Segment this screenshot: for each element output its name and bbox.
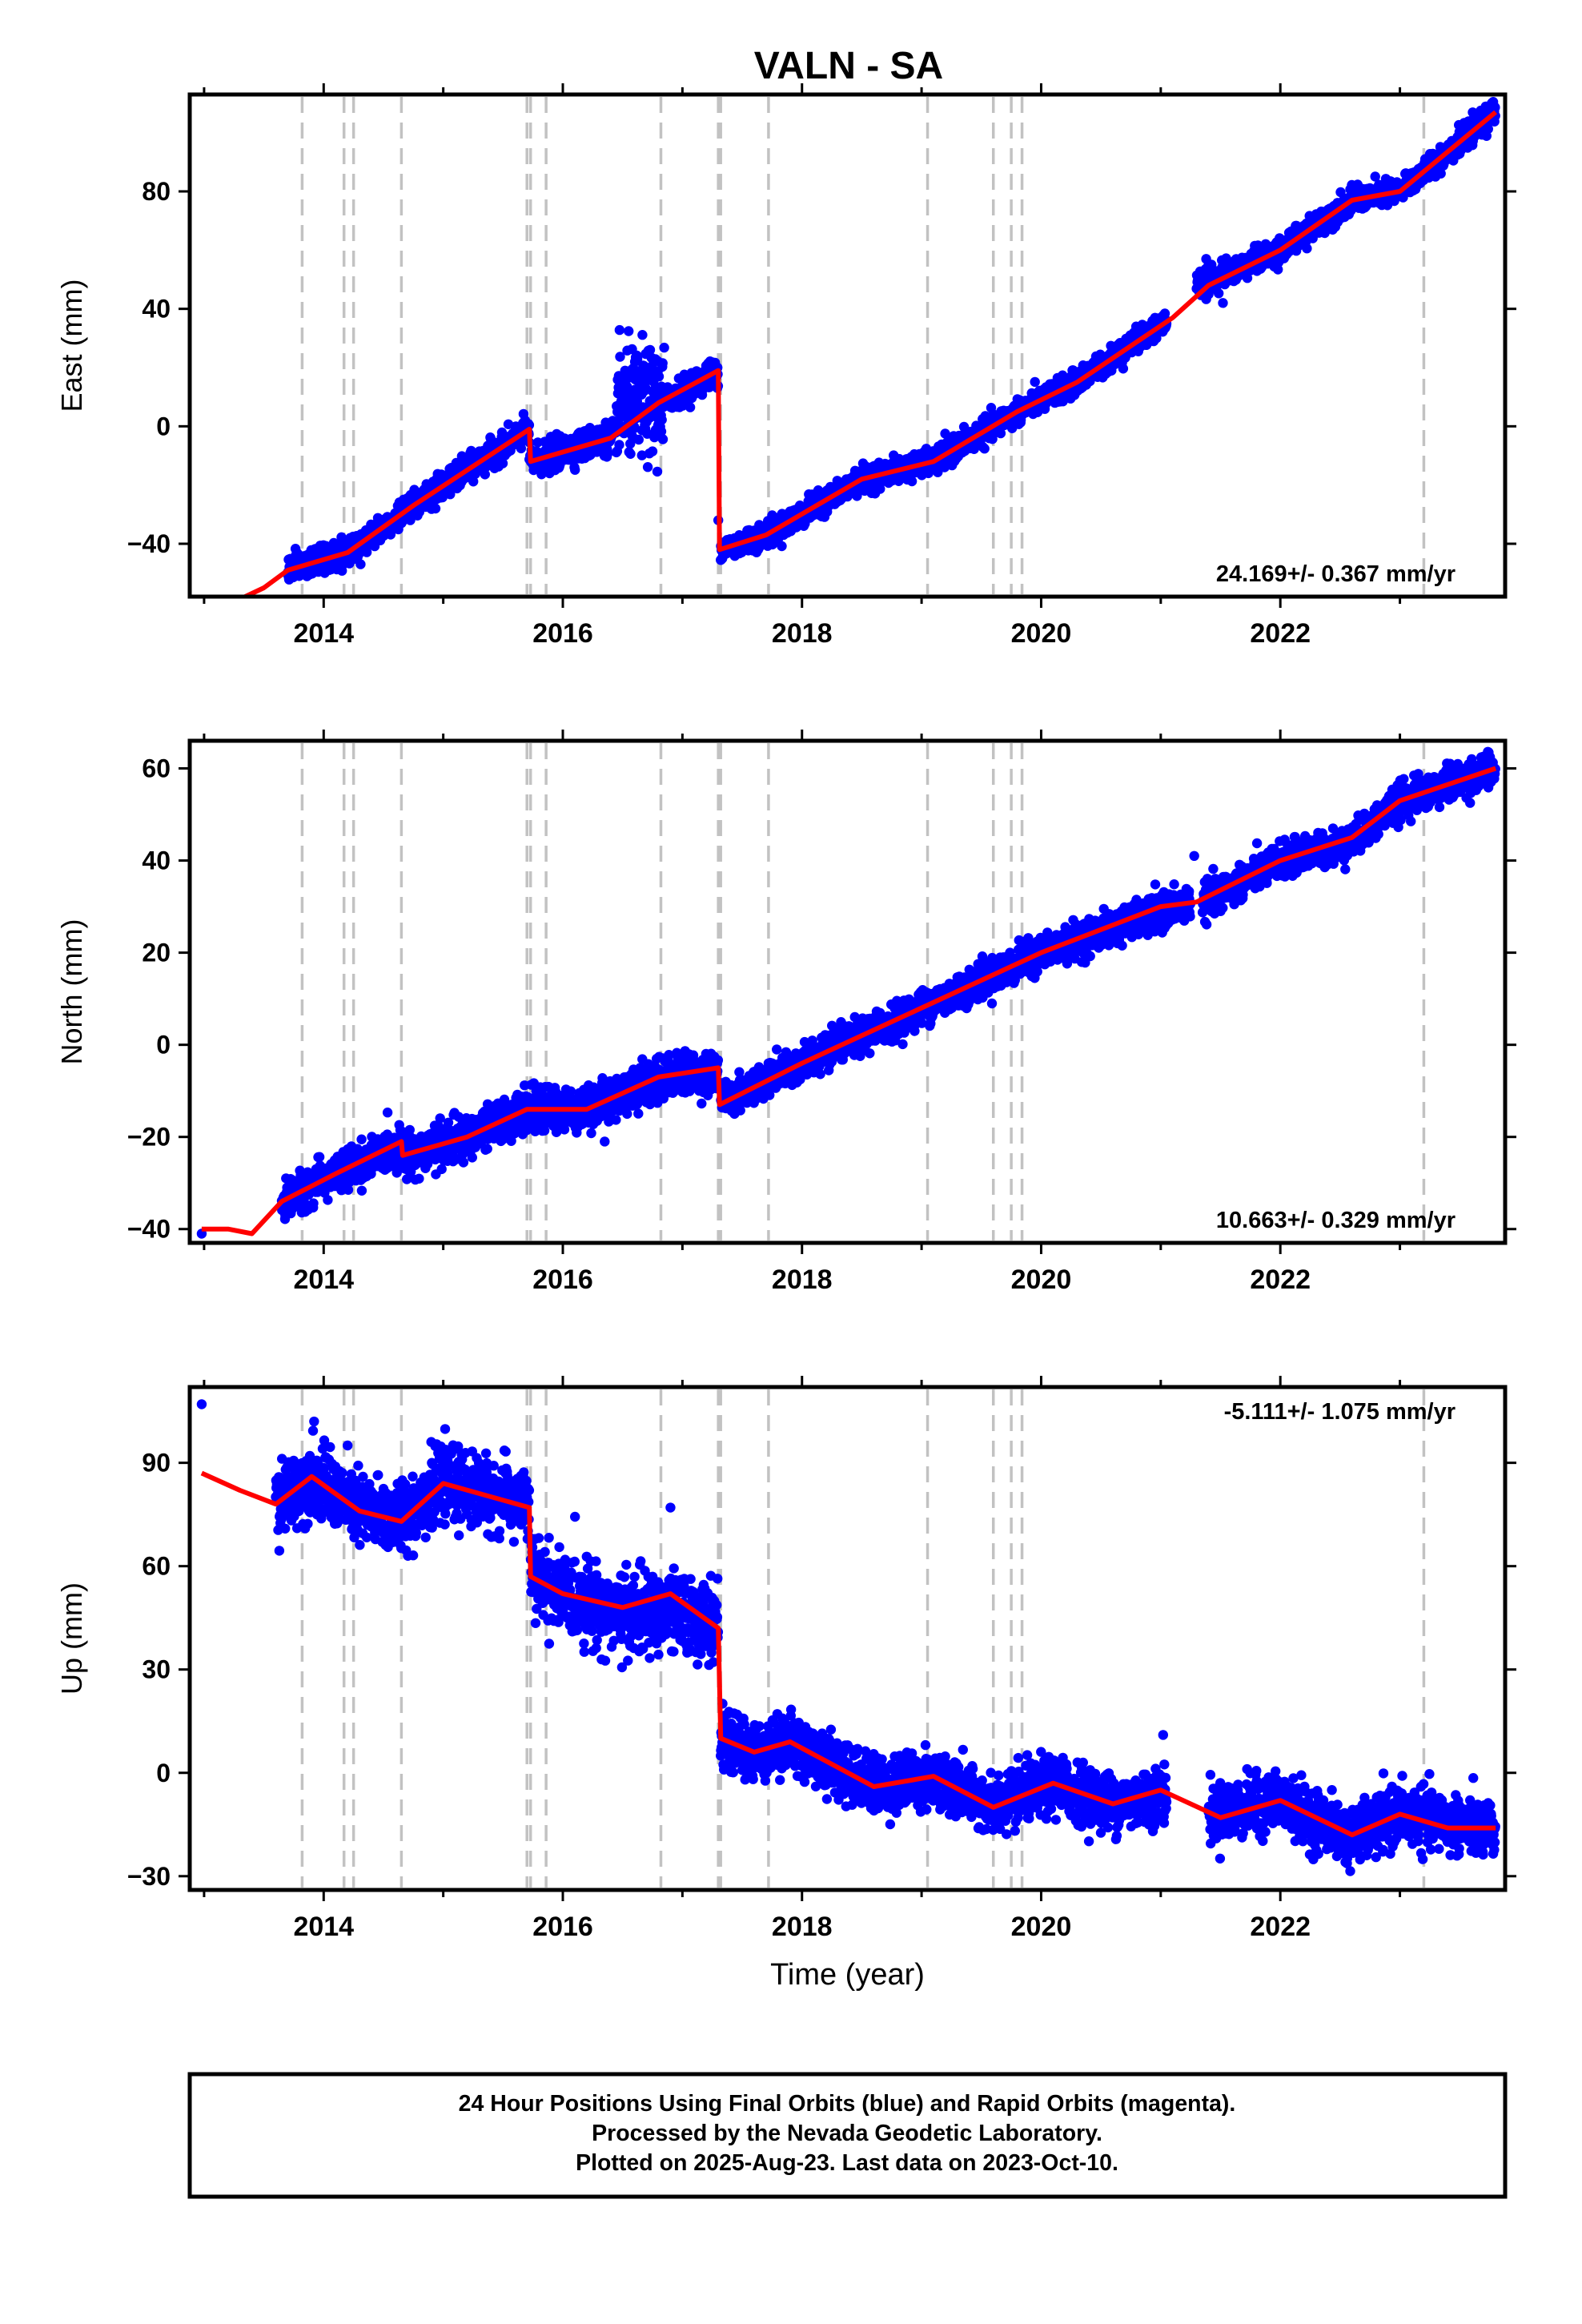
data-point [875,484,885,494]
data-point [657,358,668,368]
series-north-positions [196,746,1500,1239]
data-point [1302,243,1312,254]
data-point [637,330,648,340]
data-point [685,402,696,412]
y-axis-label: East (mm) [55,279,88,412]
x-tick-label: 2018 [772,618,833,649]
data-point [979,444,990,454]
data-point [653,371,665,382]
series-east-model-line [239,110,1498,597]
data-point-outlier [1218,298,1228,308]
data-point [314,1152,325,1162]
figure-title: VALN - SA [754,45,943,87]
data-point [1118,364,1129,374]
data-point [356,1134,367,1144]
plot-frame [187,92,1508,599]
data-point [497,458,508,468]
data-point [632,353,643,364]
data-point [1435,168,1446,179]
data-point [659,342,669,353]
data-point [570,464,580,475]
y-tick-label: 40 [142,295,171,324]
x-tick-label: 2016 [532,618,593,649]
data-point [337,565,347,576]
y-tick-label: 80 [142,177,171,206]
x-tick-label: 2022 [1250,618,1311,649]
data-point [1370,171,1380,182]
data-point [308,1198,319,1208]
data-point [636,450,647,460]
data-point [323,1195,333,1205]
data-point [602,448,613,459]
data-point [644,344,656,356]
rate-label: 24.169+/- 0.367 mm/yr [1216,561,1456,587]
data-point [656,415,667,425]
data-point-outlier [1201,254,1211,264]
data-point [657,434,669,444]
data-point [614,324,625,336]
data-point [652,466,663,477]
data-point [516,443,527,454]
event-lines [300,743,1426,1240]
data-point [356,1185,367,1196]
data-point [1030,376,1040,388]
y-tick-label: 0 [156,412,171,440]
x-tick-label: 2020 [1011,618,1072,649]
x-tick-label: 2014 [293,618,354,649]
data-point [629,423,640,433]
event-lines [300,97,1426,594]
data-point [614,440,624,450]
data-point [615,352,625,362]
data-point [625,438,636,449]
data-point [1214,288,1224,299]
data-point [355,559,366,569]
data-point [704,382,715,392]
data-point [624,326,634,336]
data-point [468,476,479,487]
data-point [430,503,441,514]
data-point [361,547,372,557]
data-point [1203,289,1214,300]
data-point [343,1184,354,1196]
data-point [524,420,535,430]
data-point [633,434,644,445]
y-tick-label: −40 [127,529,171,558]
data-point [1490,103,1500,113]
data-point [382,1108,393,1118]
data-point-outlier [197,633,207,642]
data-point [625,448,636,459]
data-point [647,446,658,456]
data-point [906,476,917,487]
data-point [480,469,490,480]
east-panel: 2014 2016 2018 2020 2022 −40 0 40 80 East (mm) 24.… [55,83,1516,649]
data-point [777,541,787,552]
data-point [642,462,653,472]
data-point [656,426,667,436]
